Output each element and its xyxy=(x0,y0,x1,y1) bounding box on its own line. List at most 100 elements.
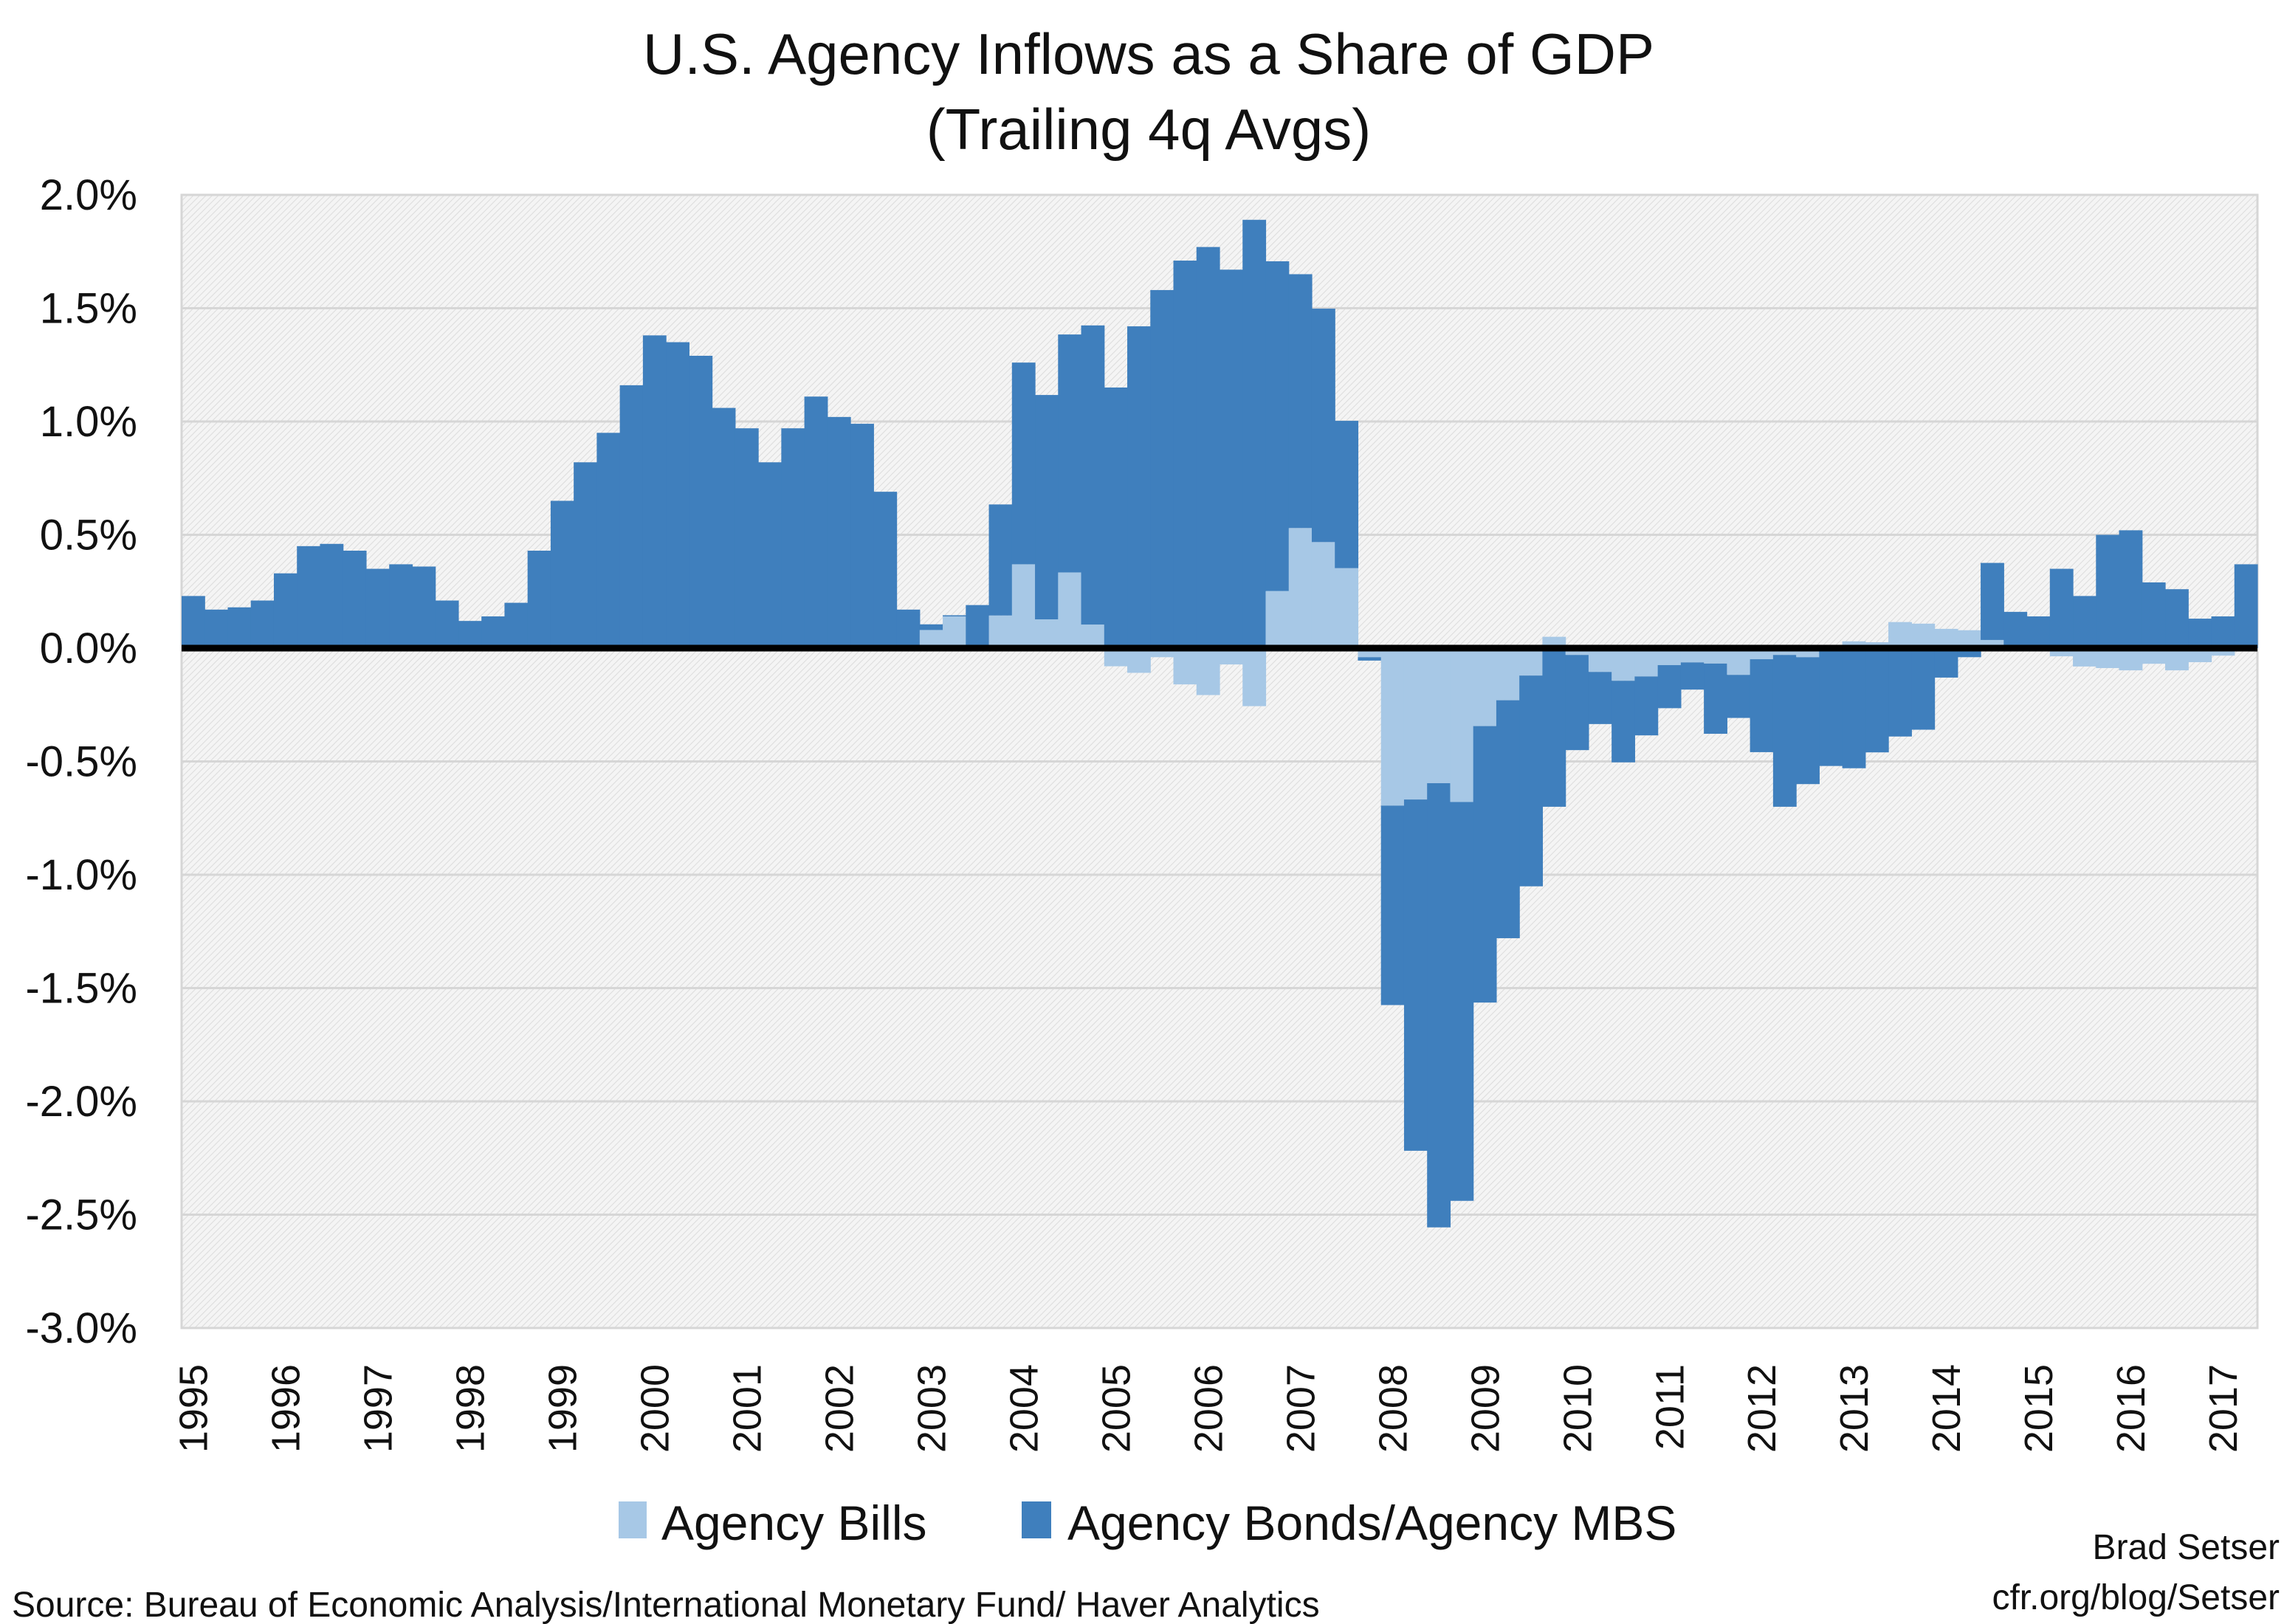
bar-agency-bonds-mbs xyxy=(2188,619,2212,648)
x-tick-label: 2008 xyxy=(1371,1364,1415,1453)
bar-agency-bills xyxy=(1450,648,1474,802)
bar-agency-bonds-mbs xyxy=(619,385,644,648)
x-tick-label: 2004 xyxy=(1002,1364,1046,1453)
x-tick-label: 1999 xyxy=(541,1364,585,1453)
bar-agency-bills xyxy=(2211,648,2235,656)
bar-agency-bonds-mbs xyxy=(1865,648,1889,753)
legend: Agency Bills Agency Bonds/Agency MBS xyxy=(619,1496,1676,1550)
bar-agency-bonds-mbs xyxy=(1011,362,1036,565)
bar-agency-bonds-mbs xyxy=(1265,261,1290,591)
bar-agency-bonds-mbs xyxy=(1911,648,1936,730)
x-tick-label: 2010 xyxy=(1555,1364,1600,1453)
chart-subtitle: (Trailing 4q Avgs) xyxy=(926,97,1372,162)
bar-agency-bills xyxy=(2142,648,2166,664)
bar-agency-bills xyxy=(1981,639,2004,648)
bar-agency-bonds-mbs xyxy=(1565,655,1589,751)
bar-agency-bills xyxy=(1035,619,1059,648)
bar-agency-bonds-mbs xyxy=(1634,676,1659,736)
bar-agency-bonds-mbs xyxy=(896,609,921,648)
bar-agency-bills xyxy=(1842,641,1866,648)
bar-agency-bonds-mbs xyxy=(2096,534,2120,648)
bar-agency-bonds-mbs xyxy=(1888,648,1912,737)
bar-agency-bills xyxy=(1473,648,1497,726)
x-tick-label: 2017 xyxy=(2201,1364,2246,1453)
bar-agency-bonds-mbs xyxy=(2211,616,2235,648)
bar-agency-bonds-mbs xyxy=(1127,326,1151,648)
bar-agency-bonds-mbs xyxy=(1496,700,1520,938)
bar-agency-bonds-mbs xyxy=(1704,663,1727,734)
bar-agency-bonds-mbs xyxy=(574,462,597,648)
bar-agency-bills xyxy=(1196,648,1220,695)
bar-agency-bonds-mbs xyxy=(1288,274,1313,529)
bar-agency-bills xyxy=(1565,648,1589,656)
x-tick-label: 2006 xyxy=(1186,1364,1231,1453)
bar-agency-bonds-mbs xyxy=(1081,325,1105,625)
site-credit: cfr.org/blog/Setser xyxy=(1992,1578,2280,1617)
x-tick-label: 2001 xyxy=(725,1364,769,1453)
bar-agency-bonds-mbs xyxy=(827,416,851,648)
bar-agency-bonds-mbs xyxy=(504,602,529,648)
bar-agency-bonds-mbs xyxy=(1403,799,1428,1151)
bar-agency-bonds-mbs xyxy=(1358,657,1382,661)
x-tick-label: 2000 xyxy=(633,1364,678,1453)
x-tick-label: 2012 xyxy=(1740,1364,1784,1453)
bar-agency-bonds-mbs xyxy=(227,607,252,648)
bar-agency-bonds-mbs xyxy=(527,550,551,648)
bar-agency-bonds-mbs xyxy=(758,462,782,648)
bar-agency-bonds-mbs xyxy=(389,564,413,648)
bar-agency-bonds-mbs xyxy=(1981,562,2004,640)
bar-agency-bills xyxy=(1519,648,1544,676)
bar-agency-bills xyxy=(1888,622,1912,648)
y-tick-label: 0.0% xyxy=(40,625,137,672)
bar-agency-bonds-mbs xyxy=(1519,675,1544,887)
x-tick-label: 2003 xyxy=(909,1364,954,1453)
y-tick-label: -0.5% xyxy=(25,738,137,786)
bar-agency-bills xyxy=(1611,648,1635,681)
bar-agency-bills xyxy=(1242,648,1267,706)
bar-agency-bills xyxy=(1496,648,1520,701)
bar-agency-bills xyxy=(1173,648,1197,685)
bar-agency-bonds-mbs xyxy=(182,596,205,648)
bar-agency-bills xyxy=(943,616,966,648)
bar-agency-bills xyxy=(1380,648,1405,806)
bar-agency-bonds-mbs xyxy=(1450,802,1474,1201)
x-tick-label: 1997 xyxy=(357,1364,401,1453)
bar-agency-bills xyxy=(1403,648,1428,800)
bar-agency-bills xyxy=(1058,572,1082,648)
y-tick-label: 0.5% xyxy=(40,512,137,560)
bar-agency-bonds-mbs xyxy=(1819,650,1843,766)
bar-agency-bills xyxy=(2165,648,2189,671)
bar-agency-bills xyxy=(1011,564,1036,648)
bar-agency-bonds-mbs xyxy=(966,605,990,648)
bar-agency-bonds-mbs xyxy=(2073,596,2096,648)
bar-agency-bonds-mbs xyxy=(1335,421,1359,568)
y-axis-ticks: 2.0% 1.5% 1.0% 0.5% 0.0% -0.5% -1.0% -1.5% -2.0%… xyxy=(25,171,137,1352)
x-tick-label: 2005 xyxy=(1094,1364,1138,1453)
bar-agency-bonds-mbs xyxy=(550,500,574,648)
bar-agency-bonds-mbs xyxy=(781,428,805,648)
bar-agency-bonds-mbs xyxy=(1842,648,1866,768)
x-tick-label: 2013 xyxy=(1832,1364,1877,1453)
y-tick-label: -3.0% xyxy=(25,1304,137,1352)
bar-agency-bonds-mbs xyxy=(458,621,482,648)
bar-agency-bonds-mbs xyxy=(1427,782,1451,1228)
bar-agency-bonds-mbs xyxy=(943,615,966,617)
bars xyxy=(182,219,2258,1228)
bar-agency-bonds-mbs xyxy=(365,568,390,648)
x-tick-label: 2015 xyxy=(2017,1364,2061,1453)
bar-agency-bonds-mbs xyxy=(1035,395,1059,620)
y-tick-label: -2.5% xyxy=(25,1191,137,1239)
bar-agency-bonds-mbs xyxy=(1220,269,1243,648)
bar-agency-bonds-mbs xyxy=(1772,655,1797,807)
bar-agency-bonds-mbs xyxy=(1611,681,1635,763)
bar-agency-bonds-mbs xyxy=(320,543,344,648)
gridlines xyxy=(182,307,2257,1216)
legend-label-agency-bonds-mbs: Agency Bonds/Agency MBS xyxy=(1067,1496,1676,1550)
bar-agency-bills xyxy=(2188,648,2212,663)
chart-title: U.S. Agency Inflows as a Share of GDP xyxy=(643,21,1654,86)
bar-agency-bills xyxy=(1081,625,1105,648)
bar-agency-bonds-mbs xyxy=(850,424,874,648)
x-tick-label: 1996 xyxy=(264,1364,309,1453)
bar-agency-bonds-mbs xyxy=(596,433,621,648)
bar-agency-bonds-mbs xyxy=(2234,564,2258,648)
